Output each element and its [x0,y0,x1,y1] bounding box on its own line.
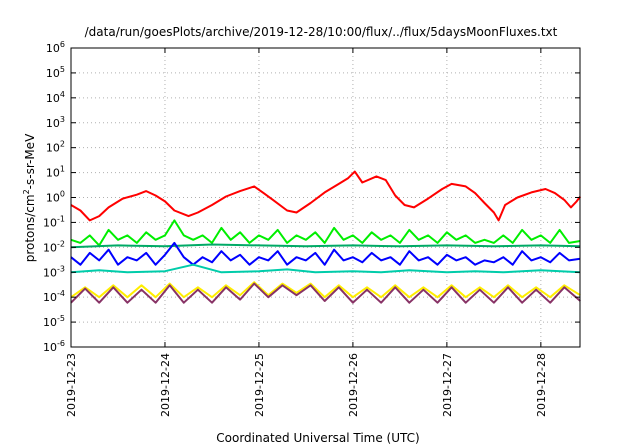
x-axis-ticks: 2019-12-23 2019-12-24 2019-12-25 2019-12-26… [65,48,548,417]
y-tick-label: 10-6 [43,339,65,354]
x-tick-label: 2019-12-27 [441,353,454,417]
y-tick-label: 105 [46,65,65,80]
y-tick-label: 10-5 [43,314,65,329]
x-axis-label: Coordinated Universal Time (UTC) [216,431,419,445]
y-tick-label: 102 [46,140,65,155]
y-tick-label: 100 [46,190,65,205]
series-line-5 [70,263,581,274]
y-tick-label: 10-1 [43,214,65,229]
x-tick-label: 2019-12-26 [347,353,360,417]
y-tick-label: 101 [46,165,65,180]
y-tick-label: 10-3 [43,264,65,279]
series-line-2 [70,219,581,247]
series-line-1 [70,170,582,222]
x-tick-label: 2019-12-23 [65,353,78,417]
y-tick-label: 10-4 [43,289,65,304]
series-line-7 [70,282,581,304]
series-line-6 [70,281,581,299]
grid [71,48,580,347]
x-tick-label: 2019-12-25 [253,353,266,417]
y-tick-label: 103 [46,115,65,130]
y-axis-label: protons/cm2-s-sr-MeV [22,133,37,262]
y-axis-ticks: 106 105 104 103 102 101 100 10-1 10-2 10-3 10-4 10-… [43,40,580,354]
y-tick-label: 10-2 [43,239,65,254]
y-tick-label: 106 [46,40,65,55]
x-tick-label: 2019-12-28 [535,353,548,417]
series-line-4 [70,241,581,266]
x-tick-label: 2019-12-24 [159,353,172,417]
series-lines [70,170,582,304]
series-line-3 [70,243,581,249]
y-tick-label: 104 [46,90,65,105]
chart-title: /data/run/goesPlots/archive/2019-12-28/1… [85,25,558,39]
